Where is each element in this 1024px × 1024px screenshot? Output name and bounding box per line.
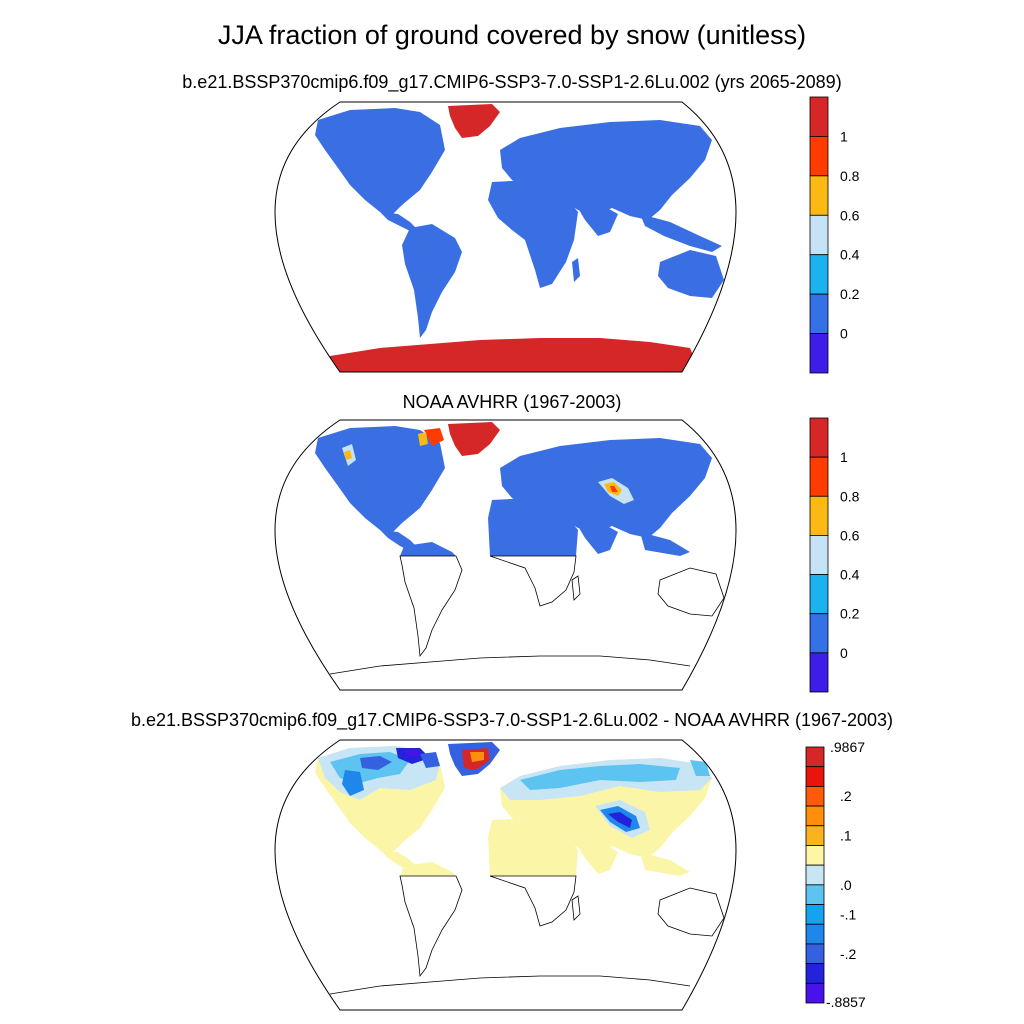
australia (658, 250, 724, 298)
colorbar-2-swatch (809, 652, 829, 693)
colorbar-3-swatch (805, 845, 825, 866)
colorbar-1-swatch (809, 254, 829, 295)
colorbar-1-tick-label: 0.2 (840, 286, 860, 302)
south-america (402, 224, 462, 338)
colorbar-3-swatch (805, 923, 825, 945)
map-panel-diff (274, 739, 737, 1011)
greenland (448, 104, 500, 138)
colorbar-1-swatch (809, 96, 829, 137)
colorbar-1-swatch (809, 214, 829, 256)
africa (488, 180, 578, 288)
colorbar-2-swatch (809, 574, 829, 615)
colorbar-3-swatch (805, 884, 825, 905)
antarctica-coast (329, 655, 691, 675)
map-panel-model (274, 101, 737, 373)
panel-3-subtitle: b.e21.BSSP370cmip6.f09_g17.CMIP6-SSP3-7.… (130, 710, 894, 730)
colorbar-1-tick-label: 0 (840, 326, 848, 342)
colorbar-3-tick-label: -.1 (840, 906, 857, 922)
colorbar-3-swatch (805, 825, 825, 846)
colorbar-3-swatch (805, 805, 825, 827)
colorbar-3-swatch (805, 864, 825, 886)
colorbar-2-swatch (809, 535, 829, 575)
colorbar-3-swatch (805, 904, 825, 925)
colorbar-2-swatch (809, 495, 829, 536)
greenland (448, 422, 500, 456)
map-outline (274, 419, 737, 691)
colorbar-3-tick-label: -.2 (840, 946, 857, 962)
southeast-asia (640, 214, 722, 252)
colorbar-2-swatch (809, 613, 829, 654)
colorbar-2-tick-label: 1 (840, 449, 848, 465)
colorbar-1-tick-label: 1 (840, 128, 848, 144)
colorbar-2-tick-label: 0.2 (840, 606, 860, 622)
figure-title: JJA fraction of ground covered by snow (… (217, 20, 807, 50)
colorbar-1-swatch (809, 333, 829, 374)
map-panel-obs (274, 419, 737, 691)
colorbar-3-max-label: .9867 (830, 739, 865, 755)
colorbar-1-swatch (809, 136, 829, 177)
colorbar-1-tick-label: 0.6 (840, 207, 860, 223)
colorbar-1-swatch (809, 175, 829, 216)
colorbar-3-swatch (805, 766, 825, 787)
colorbar-3-swatch (805, 785, 825, 807)
australia-coast (657, 567, 725, 617)
south-asia (572, 198, 618, 236)
antarctica (320, 338, 700, 372)
map-outline (274, 739, 737, 1011)
colorbar-2-tick-label: 0.6 (840, 527, 860, 543)
colorbar-3-tick-label: .1 (840, 828, 852, 844)
colorbar-2-tick-label: 0.8 (840, 488, 860, 504)
colorbar-1-tick-label: 0.4 (840, 247, 860, 263)
colorbar-2-swatch (809, 456, 829, 497)
colorbar-3-min-label: -.8857 (826, 994, 866, 1010)
colorbar-3-swatch (805, 746, 825, 768)
colorbar-3-swatch (805, 982, 825, 1004)
colorbar-3-tick-label: .2 (840, 788, 852, 804)
panel-2-subtitle: NOAA AVHRR (1967-2003) (402, 392, 622, 412)
africa-coast (489, 555, 577, 607)
colorbar-3-swatch (805, 943, 825, 965)
colorbar-3-swatch (805, 963, 825, 984)
panel-1-subtitle: b.e21.BSSP370cmip6.f09_g17.CMIP6-SSP3-7.… (182, 72, 842, 92)
map-outline (274, 101, 737, 373)
colorbar-2-swatch (809, 417, 829, 458)
south-america-coast (399, 555, 463, 658)
colorbar-3-tick-label: .0 (840, 877, 852, 893)
colorbar-2-tick-label: 0.4 (840, 567, 860, 583)
colorbar-1-tick-label: 0.8 (840, 168, 860, 184)
central-america (380, 212, 418, 232)
colorbar-1-swatch (809, 293, 829, 334)
north-america (315, 108, 445, 215)
colorbar-2-tick-label: 0 (840, 645, 848, 661)
